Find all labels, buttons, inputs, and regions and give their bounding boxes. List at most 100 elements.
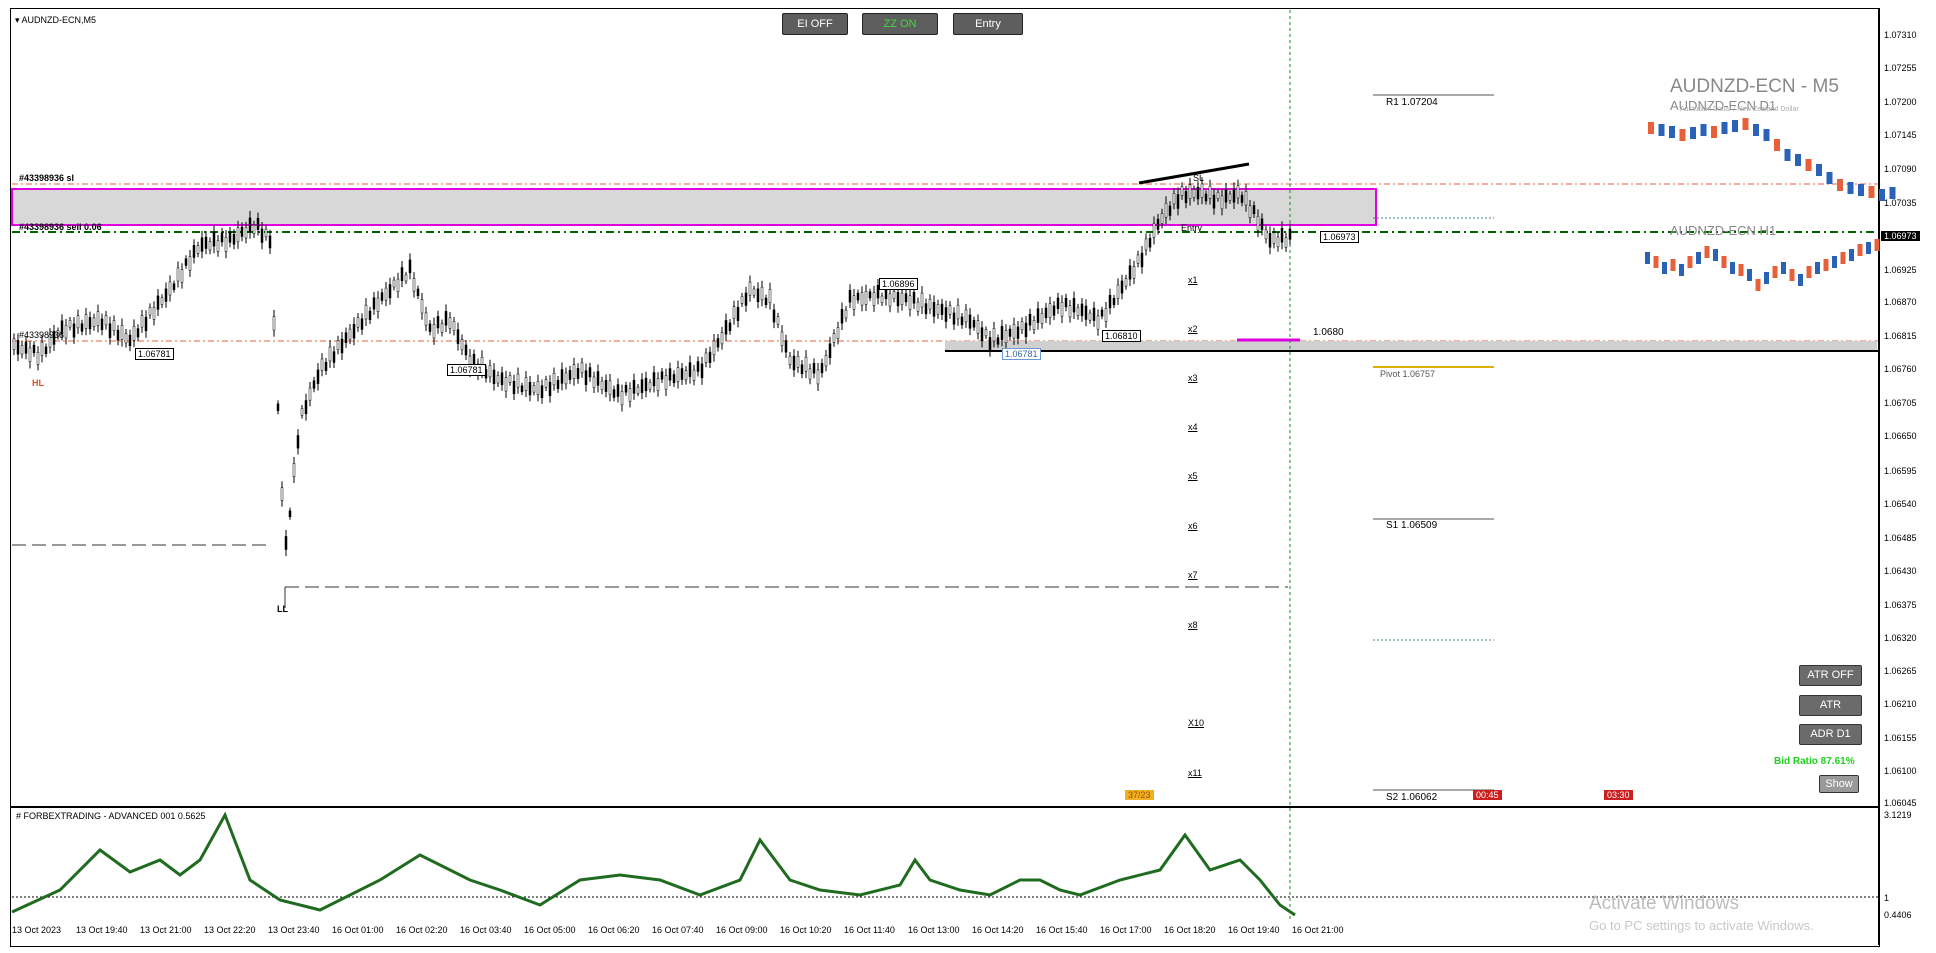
candle-body [744,292,748,306]
mini-h1-candle [1653,256,1659,268]
candle-body [1068,305,1072,318]
atr-off-button[interactable]: ATR OFF [1799,665,1862,686]
candles-group [12,177,1292,557]
candle-body [32,344,36,354]
price-tick: 1.06155 [1884,733,1917,743]
candle-body [640,379,644,393]
candle-body [980,327,984,342]
mini-h1-candle [1764,272,1769,284]
candle-body [1172,193,1176,205]
mini-d1-candle [1742,118,1749,130]
candle-body [688,362,692,377]
candle-body [112,320,116,331]
overlay-d1-sublabel: Australian Dollar / New Zealand Dollar [1680,106,1799,113]
candle-body [156,295,160,310]
price-tick: 1.06265 [1884,666,1917,676]
price-tick: 1.06815 [1884,331,1917,341]
time-tag-a: 00:45 [1473,790,1502,800]
candle-body [188,256,192,271]
mini-h1-candle [1755,279,1761,291]
candle-body [1264,229,1268,240]
candle-body [968,314,972,329]
candle-body [1176,194,1180,209]
candle-body [668,368,672,381]
time-tick: 16 Oct 11:40 [844,925,895,935]
price-tick: 1.07255 [1884,63,1917,73]
candle-body [364,304,368,320]
candle-body [128,334,132,347]
ei-toggle-button[interactable]: EI OFF [782,13,848,35]
candle-body [368,310,372,320]
price-tick: 1.06870 [1884,297,1917,307]
mini-h1-candle [1679,264,1684,276]
candle-body [1040,312,1044,324]
zz-toggle-button[interactable]: ZZ ON [862,13,938,35]
price-box: 1.06896 [879,278,918,290]
candle-body [720,332,724,345]
adr-d1-button[interactable]: ADR D1 [1799,724,1862,745]
bid-ratio: Bid Ratio 87.61% [1774,756,1855,767]
candle-body [448,317,452,329]
candle-body [784,340,788,353]
show-button[interactable]: Show [1819,775,1859,793]
candle-body [1192,189,1196,198]
price-axis-border [1878,8,1879,945]
candle-body [332,351,336,363]
candle-body [1136,254,1140,264]
candle-body [524,377,528,391]
candle-body [164,288,168,302]
candle-body [1096,315,1100,330]
mini-h1-candle [1670,259,1676,271]
candle-body [316,369,320,384]
yellow-tag: 37/23 [1125,790,1154,800]
candle-body [216,240,220,252]
candle-body [212,232,216,247]
candle-body [1052,305,1056,316]
candle-body [244,226,248,239]
candle-body [80,323,84,332]
candle-body [948,305,952,315]
s2-label: S2 1.06062 [1386,792,1438,803]
candle-body [84,314,88,329]
candle-body [340,338,344,354]
atr-button[interactable]: ATR [1799,695,1862,716]
mini-h1-candle [1849,249,1854,261]
candle-body [64,325,68,339]
candle-body [428,323,432,332]
mini-d1-candle [1669,126,1675,138]
current-price-label: 1.06973 [1881,231,1920,241]
candle-body [1092,307,1096,321]
candle-body [464,344,468,356]
mini-d1-candle [1721,122,1728,134]
candle-body [888,293,892,307]
candle-body [1280,227,1284,243]
candle-body [588,367,592,378]
candle-body [1188,184,1192,199]
candle-body [116,329,120,341]
candle-body [16,340,20,355]
symbol-label[interactable]: ▾ AUDNZD-ECN,M5 [15,15,97,25]
candle-body [76,315,80,329]
candle-body [500,372,504,385]
candle-body [136,328,140,338]
candle-body [520,385,524,393]
indicator-y-mid: 1 [1884,893,1890,903]
mini-d1-candle [1690,127,1696,139]
candle-body [548,381,552,397]
candle-body [740,296,744,304]
mini-d1-candle [1889,187,1896,199]
candle-body [648,382,652,390]
mini-d1-candles [1648,118,1896,201]
candle-body [224,237,228,252]
entry-button[interactable]: Entry [953,13,1023,35]
price-tick: 1.06045 [1884,798,1917,808]
candle-body [1004,330,1008,343]
order-sell-label: #43398936 sell 0.06 [19,222,102,232]
mini-d1-candle [1816,164,1822,176]
candle-body [1016,326,1020,339]
candle-body [956,304,960,320]
mini-d1-candle [1795,154,1801,166]
candle-body [552,373,556,386]
